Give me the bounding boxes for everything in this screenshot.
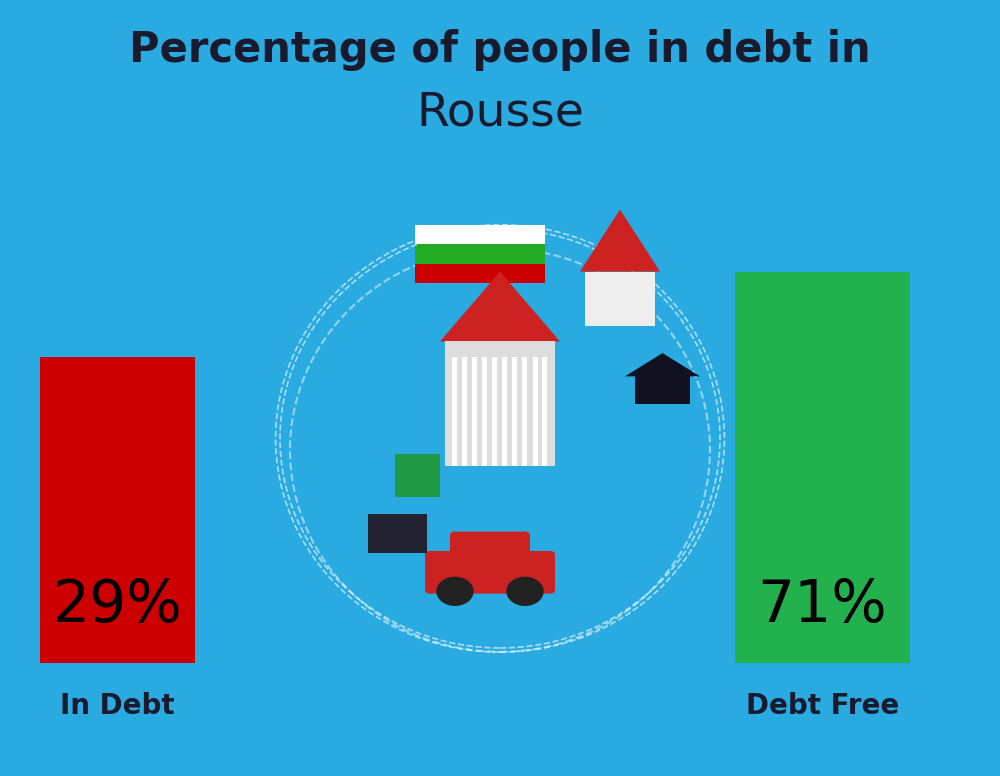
Bar bbox=[542, 357, 547, 466]
Bar bbox=[585, 272, 655, 326]
Bar bbox=[452, 357, 457, 466]
Bar bbox=[445, 341, 555, 466]
Polygon shape bbox=[580, 210, 660, 272]
FancyBboxPatch shape bbox=[425, 551, 555, 594]
Bar bbox=[395, 454, 420, 497]
Text: Debt Free: Debt Free bbox=[746, 692, 899, 720]
FancyBboxPatch shape bbox=[415, 244, 545, 264]
Ellipse shape bbox=[290, 248, 710, 652]
Text: In Debt: In Debt bbox=[60, 692, 175, 720]
FancyBboxPatch shape bbox=[450, 532, 530, 566]
FancyBboxPatch shape bbox=[415, 225, 545, 244]
Bar bbox=[512, 357, 517, 466]
Text: 29%: 29% bbox=[53, 577, 182, 634]
Bar bbox=[472, 357, 477, 466]
Bar bbox=[415, 454, 440, 497]
Bar bbox=[492, 357, 497, 466]
Bar bbox=[635, 376, 690, 404]
Polygon shape bbox=[625, 353, 700, 376]
Bar bbox=[502, 357, 507, 466]
Bar bbox=[462, 357, 467, 466]
Bar bbox=[533, 357, 538, 466]
Text: 71%: 71% bbox=[758, 577, 887, 634]
Bar bbox=[482, 357, 487, 466]
FancyBboxPatch shape bbox=[735, 272, 910, 663]
Text: Rousse: Rousse bbox=[416, 90, 584, 135]
Polygon shape bbox=[440, 272, 560, 341]
Text: Percentage of people in debt in: Percentage of people in debt in bbox=[129, 29, 871, 71]
Circle shape bbox=[437, 577, 473, 605]
Circle shape bbox=[507, 577, 543, 605]
FancyBboxPatch shape bbox=[415, 264, 545, 283]
Bar bbox=[522, 357, 527, 466]
FancyBboxPatch shape bbox=[40, 357, 195, 663]
FancyBboxPatch shape bbox=[368, 514, 427, 553]
